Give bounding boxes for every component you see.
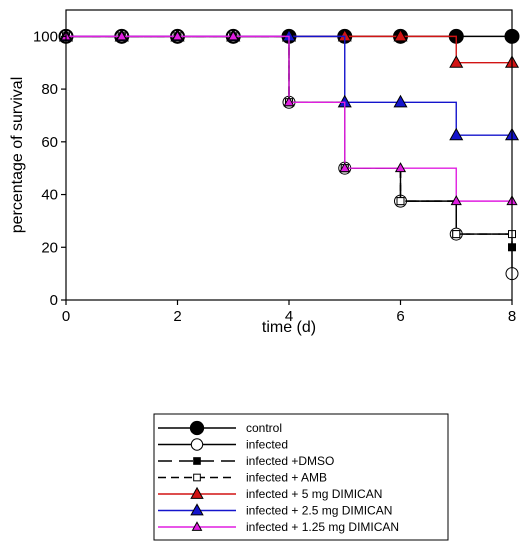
y-axis-label: percentage of survival [9, 77, 26, 234]
x-tick-label: 8 [508, 308, 516, 325]
legend-entry: infected + 2.5 mg DIMICAN [158, 503, 392, 518]
legend-entry: infected + 1.25 mg DIMICAN [158, 520, 399, 534]
y-tick-label: 60 [41, 134, 58, 151]
legend-label: infected [246, 438, 288, 452]
y-tick-label: 100 [33, 28, 58, 45]
data-point [227, 30, 239, 41]
legend-label: infected + 5 mg DIMICAN [246, 487, 382, 501]
data-point [339, 162, 351, 173]
x-tick-label: 0 [62, 308, 70, 325]
y-tick-label: 80 [41, 81, 58, 98]
legend-entry: infected + 5 mg DIMICAN [158, 486, 382, 501]
legend-marker-swatch [193, 457, 201, 465]
data-point [393, 28, 408, 42]
legend-label: infected + 1.25 mg DIMICAN [246, 520, 399, 534]
x-axis-ticks: 0 2 4 6 8 [62, 300, 516, 325]
legend-label: infected +DMSO [246, 454, 334, 468]
legend-items: control infected infected +DMSO infected + … [158, 420, 399, 534]
data-point [394, 162, 407, 173]
x-axis-label: time (d) [262, 319, 316, 336]
x-tick-label: 4 [285, 308, 293, 325]
legend-entry: infected [158, 438, 288, 452]
y-axis-ticks: 0 20 40 60 80 100 [33, 28, 66, 309]
legend-marker-swatch [189, 420, 205, 436]
y-tick-label: 40 [41, 187, 58, 204]
legend-label: infected + 2.5 mg DIMICAN [246, 504, 392, 518]
legend-marker-swatch [190, 438, 204, 451]
data-point [116, 30, 128, 41]
legend-label: control [246, 421, 282, 435]
legend-marker-swatch [190, 486, 204, 499]
data-point [452, 230, 461, 239]
series-line [66, 35, 512, 202]
y-tick-label: 0 [50, 292, 58, 309]
data-point [449, 55, 464, 68]
legend-entry: infected +DMSO [158, 454, 334, 468]
data-point [396, 197, 405, 206]
data-point [449, 127, 464, 141]
legend-marker-swatch [193, 473, 201, 482]
x-tick-label: 2 [173, 308, 181, 325]
y-tick-label: 20 [41, 239, 58, 256]
legend-label: infected + AMB [246, 471, 327, 485]
legend-marker-swatch [190, 503, 204, 516]
series-6 [60, 30, 518, 206]
data-point [450, 195, 462, 206]
data-point [171, 30, 184, 41]
legend-entry: infected + AMB [158, 471, 327, 485]
legend: control infected infected +DMSO infected + … [153, 413, 449, 541]
data-point [283, 96, 295, 107]
x-tick-label: 6 [396, 308, 404, 325]
legend-marker-swatch [191, 521, 203, 531]
data-point [393, 94, 408, 108]
plot-series-group [58, 28, 520, 281]
legend-entry: control [158, 420, 282, 436]
